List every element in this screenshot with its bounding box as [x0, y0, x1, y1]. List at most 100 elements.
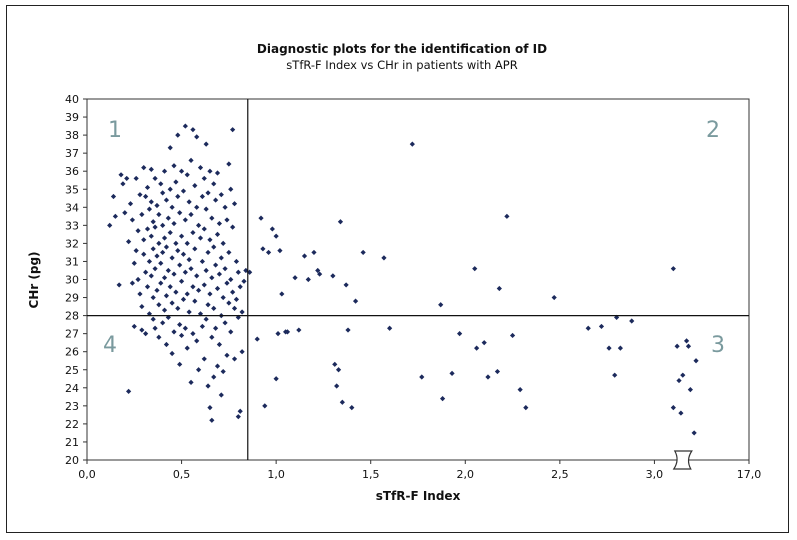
- data-point: [332, 361, 338, 367]
- data-point: [194, 204, 200, 210]
- data-point: [360, 249, 366, 256]
- data-point: [207, 291, 213, 297]
- data-point: [209, 275, 215, 281]
- data-point: [171, 220, 177, 227]
- data-point: [182, 123, 188, 129]
- data-point: [258, 215, 264, 221]
- data-point: [167, 284, 173, 290]
- data-point: [139, 211, 145, 218]
- data-point: [233, 258, 240, 265]
- y-tick-label: 27: [65, 328, 79, 341]
- data-point: [343, 282, 349, 288]
- data-point: [224, 352, 230, 358]
- data-point: [205, 249, 211, 256]
- data-point: [612, 372, 618, 378]
- data-point: [691, 430, 697, 436]
- data-point: [152, 325, 158, 331]
- data-point: [305, 276, 311, 283]
- y-tick-label: 40: [65, 93, 79, 106]
- data-point: [211, 374, 217, 380]
- data-point: [214, 363, 221, 369]
- data-point: [693, 358, 699, 364]
- y-tick-label: 24: [65, 382, 79, 395]
- data-point: [133, 175, 139, 182]
- data-point: [222, 204, 228, 210]
- data-point: [184, 291, 190, 297]
- data-point: [124, 175, 130, 182]
- data-point: [165, 314, 171, 321]
- data-point: [186, 309, 192, 315]
- data-point: [143, 269, 149, 275]
- y-axis-label: CHr (pg): [27, 251, 41, 308]
- data-point: [496, 285, 502, 292]
- data-point: [182, 217, 188, 223]
- y-tick-label: 29: [65, 292, 79, 305]
- data-point: [231, 201, 238, 207]
- data-point: [387, 325, 393, 331]
- data-point: [178, 332, 185, 339]
- data-point: [275, 331, 281, 337]
- data-point: [284, 329, 291, 335]
- y-tick-label: 20: [65, 454, 79, 467]
- y-tick-label: 31: [65, 255, 79, 268]
- data-point: [311, 249, 317, 256]
- data-point: [163, 341, 170, 348]
- data-point: [182, 269, 188, 275]
- data-point: [207, 405, 213, 411]
- data-point: [239, 349, 245, 355]
- data-point: [156, 211, 162, 218]
- data-point: [207, 168, 213, 174]
- data-point: [235, 414, 241, 420]
- data-point: [265, 249, 272, 256]
- data-point: [144, 284, 151, 290]
- data-point: [419, 374, 425, 380]
- axis-break-mark: [672, 450, 693, 470]
- quadrant-label-4: 4: [103, 333, 117, 358]
- data-point: [146, 206, 153, 212]
- data-point: [517, 387, 523, 393]
- data-point: [188, 157, 194, 163]
- data-point: [141, 164, 147, 171]
- y-tick-label: 25: [65, 364, 79, 377]
- data-point: [194, 134, 200, 140]
- y-tick-label: 39: [65, 111, 79, 124]
- x-tick-label: 1,0: [267, 468, 285, 481]
- data-point: [150, 294, 156, 301]
- data-point: [171, 163, 177, 169]
- data-point: [194, 338, 200, 344]
- data-point: [184, 172, 190, 178]
- data-point: [194, 273, 200, 279]
- data-point: [214, 231, 221, 237]
- data-point: [201, 175, 207, 182]
- data-point: [228, 329, 234, 335]
- x-tick-label: 0,0: [78, 468, 96, 481]
- data-point: [687, 387, 693, 393]
- data-point: [292, 275, 298, 281]
- data-point: [165, 267, 171, 274]
- data-point: [158, 181, 164, 187]
- y-tick-label: 23: [65, 400, 79, 413]
- data-point: [301, 253, 308, 259]
- data-points: [107, 123, 699, 436]
- data-point: [167, 186, 173, 192]
- data-point: [494, 368, 501, 375]
- data-point: [195, 287, 202, 293]
- data-point: [177, 361, 183, 367]
- data-point: [190, 284, 196, 290]
- data-point: [345, 327, 351, 333]
- data-point: [116, 282, 122, 288]
- data-point: [188, 266, 194, 272]
- data-point: [260, 246, 266, 252]
- data-point: [107, 222, 113, 228]
- data-point: [213, 262, 219, 268]
- data-point: [175, 305, 181, 311]
- data-point: [606, 345, 612, 351]
- data-point: [192, 246, 198, 252]
- data-point: [163, 244, 170, 250]
- data-point: [152, 175, 158, 182]
- x-tick-label: 0,5: [173, 468, 191, 481]
- data-point: [224, 217, 230, 223]
- data-point: [143, 193, 149, 200]
- data-point: [129, 217, 135, 223]
- data-point: [178, 168, 185, 174]
